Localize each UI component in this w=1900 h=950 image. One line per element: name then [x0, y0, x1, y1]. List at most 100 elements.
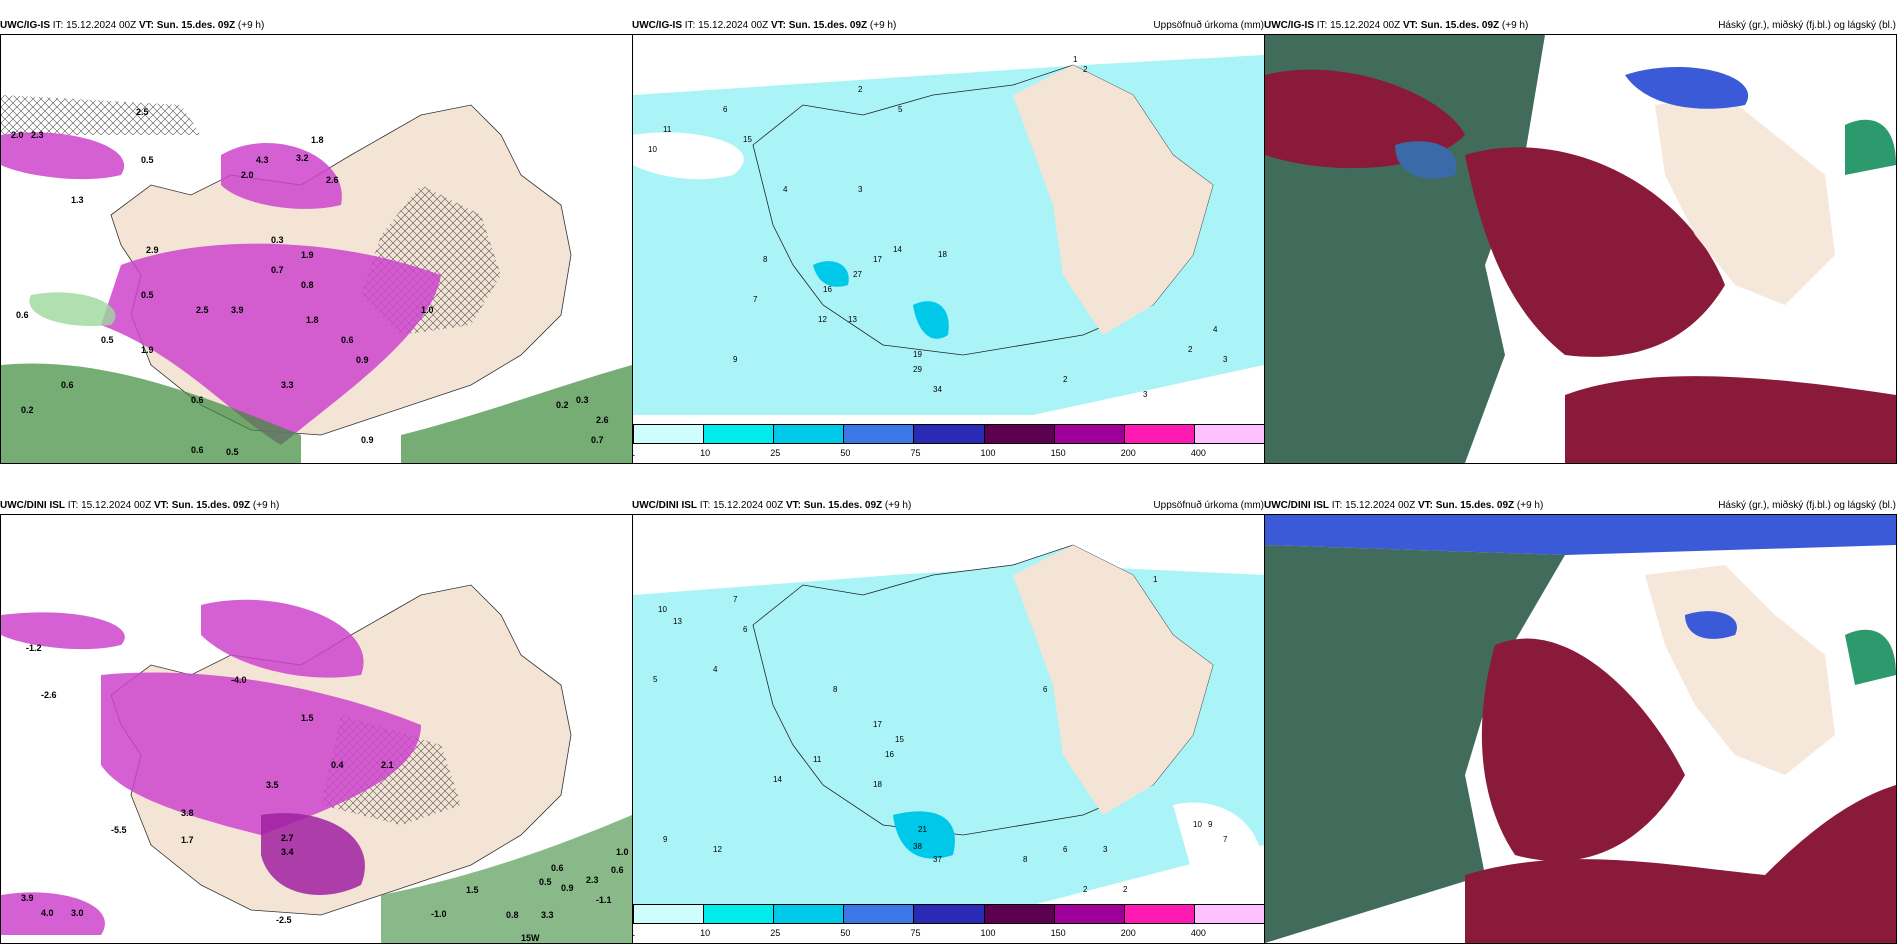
value-label: 2.6 [326, 175, 339, 185]
precip-value: 14 [773, 775, 782, 784]
cloud-high [1481, 638, 1685, 862]
cloud-mid [1265, 545, 1565, 943]
precip-value: 18 [873, 780, 882, 789]
precip-value: 10 [658, 605, 667, 614]
cloud-high-2 [1465, 147, 1725, 357]
precip-map-svg [633, 35, 1264, 425]
init-time: IT: 15.12.2024 00Z [1316, 20, 1401, 31]
panel-dini-cloud-header: UWC/DINI ISL IT: 15.12.2024 00Z VT: Sun.… [1264, 498, 1896, 514]
init-time: IT: 15.12.2024 00Z [67, 500, 152, 511]
colorbar-bin: 150 [1051, 905, 1125, 938]
precip-green-1 [381, 815, 632, 943]
colorbar-tick: 10 [700, 448, 711, 458]
dry-land [1013, 545, 1213, 815]
colorbar-bin: 100 [981, 905, 1055, 938]
colorbar-tick: 75 [910, 928, 921, 938]
value-label: 1.0 [616, 847, 629, 857]
colorbar-tick: 25 [770, 448, 781, 458]
precip-value: 3 [1143, 390, 1148, 399]
valid-time: Sun. 15.des. 09Z [1420, 20, 1500, 31]
value-label: 3.5 [266, 780, 279, 790]
precip-value: 3 [1103, 845, 1108, 854]
value-label: 0.6 [16, 310, 29, 320]
precip-value: 9 [663, 835, 668, 844]
value-label: -1.2 [26, 643, 42, 653]
valid-time-label: VT: [1402, 20, 1418, 31]
colorbar-tick: 200 [1120, 448, 1136, 458]
colorbar-bin: 25 [770, 905, 845, 938]
precip-value: 15 [743, 135, 752, 144]
cloud-low-2 [1685, 611, 1737, 639]
value-label: 0.5 [141, 290, 154, 300]
value-label: 0.6 [611, 865, 624, 875]
panel-dini-cloud [1264, 514, 1897, 944]
value-label: 3.9 [21, 893, 34, 903]
value-label: 4.0 [41, 908, 54, 918]
dry-land-2 [1173, 802, 1264, 875]
precip-value: 17 [873, 720, 882, 729]
colorbar-bin: 50 [840, 905, 915, 938]
value-label: 2.0 [241, 170, 254, 180]
iceland-land [1655, 95, 1835, 305]
panel-ig-cloud [1264, 34, 1897, 464]
value-label: -5.5 [111, 825, 127, 835]
value-label: 0.7 [591, 435, 604, 445]
precip-value: 6 [723, 105, 728, 114]
precip-value: 12 [818, 315, 827, 324]
panel-dini-wind: -1.2 -2.6 1.5 -4.0 2.7 3.4 1.7 -5.5 3.9 … [0, 514, 633, 944]
value-label: 1.5 [301, 713, 314, 723]
valid-time-label: VT: [153, 500, 169, 511]
precip-value: 2 [1083, 885, 1088, 894]
model-name: UWC/DINI ISL [1264, 500, 1329, 511]
value-label: 1.3 [71, 195, 84, 205]
dry-land-2 [633, 132, 744, 180]
lead-time: (+9 h) [237, 20, 265, 31]
precip-value: 3 [1223, 355, 1228, 364]
value-label: 0.2 [556, 400, 569, 410]
cloud-low-2 [1845, 119, 1896, 175]
precip-value: 4 [713, 665, 718, 674]
cloud-high-2 [1465, 785, 1896, 943]
colorbar-bin: 100 [981, 425, 1055, 458]
colorbar-bin: 200 [1121, 425, 1195, 458]
lead-time: (+9 h) [252, 500, 280, 511]
precip-value: 13 [673, 617, 682, 626]
valid-time-label: VT: [138, 20, 154, 31]
value-label: 1.9 [301, 250, 314, 260]
precip-green-2 [401, 365, 632, 463]
cloud-low [1265, 515, 1896, 555]
colorbar-bin: 75 [910, 905, 985, 938]
value-label: 3.2 [296, 153, 309, 163]
precip-value: 10 [648, 145, 657, 154]
value-label: -1.1 [596, 895, 612, 905]
colorbar-bin: 75 [910, 425, 985, 458]
value-label: 0.8 [301, 280, 314, 290]
panel-ig-precip-header: UWC/IG-IS IT: 15.12.2024 00Z VT: Sun. 15… [632, 18, 1264, 34]
precip-value: 5 [898, 105, 903, 114]
colorbar-bin: 150 [1051, 425, 1125, 458]
colorbar-bin: 25 [770, 425, 845, 458]
precip-purple-2 [201, 599, 364, 678]
value-label: 0.9 [356, 355, 369, 365]
precip-value: 6 [1063, 845, 1068, 854]
cloud-high-3 [1565, 376, 1896, 463]
init-time: IT: 15.12.2024 00Z [52, 20, 137, 31]
panel-dini-wind-header: UWC/DINI ISL IT: 15.12.2024 00Z VT: Sun.… [0, 498, 632, 514]
precip-purple-3 [101, 672, 421, 835]
valid-time-label: VT: [770, 20, 786, 31]
precip-value: 11 [663, 125, 672, 134]
colorbar-bin: 200 [1121, 905, 1195, 938]
cloud-low [1625, 66, 1749, 109]
precip-value: 7 [733, 595, 738, 604]
colorbar-tick: 1 [633, 448, 635, 458]
precip-green-3 [29, 292, 116, 326]
value-label: 0.3 [576, 395, 589, 405]
colorbar-tick: 25 [770, 928, 781, 938]
precip-value: 5 [653, 675, 658, 684]
model-name: UWC/DINI ISL [632, 500, 697, 511]
lead-time: (+9 h) [869, 20, 897, 31]
value-label: 0.5 [226, 447, 239, 457]
precip-value: 34 [933, 385, 942, 394]
colorbar-tick: 100 [980, 448, 996, 458]
colorbar-bin: 50 [840, 425, 915, 458]
